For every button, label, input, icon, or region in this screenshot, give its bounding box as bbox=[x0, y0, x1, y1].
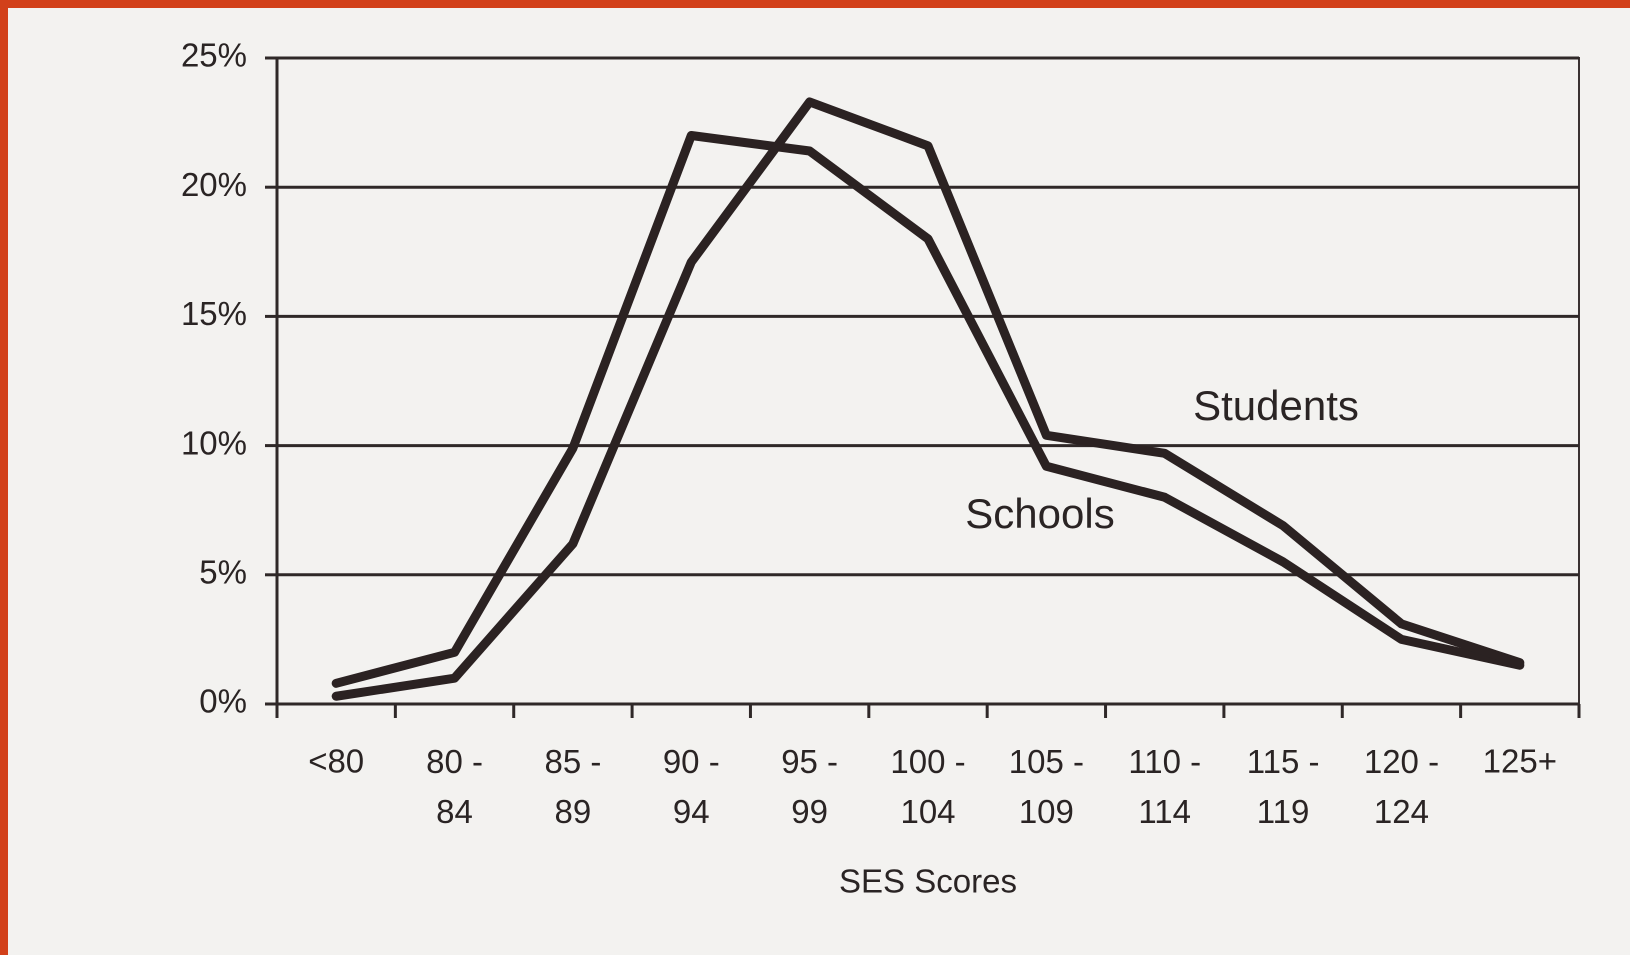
x-axis-label: SES Scores bbox=[839, 863, 1017, 900]
x-tick-label-line: 119 bbox=[1257, 793, 1310, 830]
x-tick-label: 105 - 109 bbox=[1009, 743, 1084, 830]
series-label: Students bbox=[1193, 382, 1359, 429]
x-tick-label: 95 - 99 bbox=[781, 743, 838, 830]
y-tick-label: 20% bbox=[181, 166, 247, 203]
series-label: Schools bbox=[965, 490, 1114, 537]
x-tick-label: 120 - 124 bbox=[1364, 743, 1439, 830]
x-tick-label-line: 85 - bbox=[544, 743, 601, 780]
y-tick-label: 10% bbox=[181, 424, 247, 461]
x-tick-label-line: 80 - bbox=[426, 743, 483, 780]
x-tick-label: <80 bbox=[308, 743, 364, 780]
x-tick-label-line: 105 - bbox=[1009, 743, 1084, 780]
x-tick-label: 80 - 84 bbox=[426, 743, 483, 830]
x-tick-label-line: 90 - bbox=[663, 743, 720, 780]
x-tick-label-line: 95 - bbox=[781, 743, 838, 780]
x-tick-label-line: 115 - bbox=[1247, 743, 1320, 780]
x-tick-label-line: 89 bbox=[555, 793, 592, 830]
series-line bbox=[331, 131, 1525, 688]
y-tick-label: 0% bbox=[199, 683, 247, 720]
y-tick-label: 15% bbox=[181, 295, 247, 332]
x-tick-label-line: 114 bbox=[1138, 793, 1191, 830]
x-tick-label-line: 99 bbox=[791, 793, 828, 830]
x-tick-label-line: 120 - bbox=[1364, 743, 1439, 780]
x-tick-label-line: 84 bbox=[436, 793, 473, 830]
x-tick-label: 125+ bbox=[1483, 743, 1557, 780]
x-tick-label: 115 - 119 bbox=[1247, 743, 1320, 830]
x-tick-label: 110 - 114 bbox=[1128, 743, 1201, 830]
y-tick-label: 5% bbox=[199, 554, 247, 591]
x-tick-label: 90 - 94 bbox=[663, 743, 720, 830]
x-tick-label-line: 100 - bbox=[890, 743, 965, 780]
x-tick-label-line: 94 bbox=[673, 793, 710, 830]
x-tick-label-line: 110 - bbox=[1128, 743, 1201, 780]
x-tick-label: 85 - 89 bbox=[544, 743, 601, 830]
x-tick-label-line: 124 bbox=[1374, 793, 1429, 830]
x-tick-label: 100 - 104 bbox=[890, 743, 965, 830]
x-tick-label-line: 104 bbox=[900, 793, 955, 830]
series-line bbox=[331, 97, 1525, 701]
x-tick-label-line: 109 bbox=[1019, 793, 1074, 830]
y-tick-label: 25% bbox=[181, 37, 247, 74]
